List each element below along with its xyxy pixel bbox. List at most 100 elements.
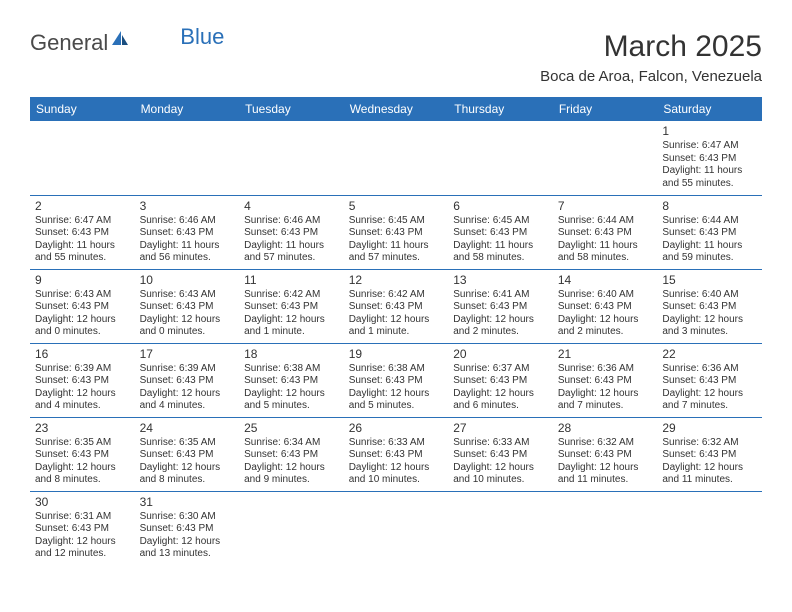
calendar-cell: 4Sunrise: 6:46 AMSunset: 6:43 PMDaylight… <box>239 195 344 269</box>
calendar-cell: 26Sunrise: 6:33 AMSunset: 6:43 PMDayligh… <box>344 417 449 491</box>
calendar-cell: 9Sunrise: 6:43 AMSunset: 6:43 PMDaylight… <box>30 269 135 343</box>
sunrise-text: Sunrise: 6:32 AM <box>662 437 757 450</box>
calendar-cell: 10Sunrise: 6:43 AMSunset: 6:43 PMDayligh… <box>135 269 240 343</box>
sunset-text: Sunset: 6:43 PM <box>453 301 548 314</box>
sunset-text: Sunset: 6:43 PM <box>349 227 444 240</box>
calendar-cell: 18Sunrise: 6:38 AMSunset: 6:43 PMDayligh… <box>239 343 344 417</box>
sunset-text: Sunset: 6:43 PM <box>140 227 235 240</box>
day-number: 22 <box>662 347 757 362</box>
sunset-text: Sunset: 6:43 PM <box>662 153 757 166</box>
calendar-cell <box>553 491 658 565</box>
daylight-text: Daylight: 11 hours and 56 minutes. <box>140 240 235 265</box>
calendar-cell: 30Sunrise: 6:31 AMSunset: 6:43 PMDayligh… <box>30 491 135 565</box>
calendar-cell: 29Sunrise: 6:32 AMSunset: 6:43 PMDayligh… <box>657 417 762 491</box>
day-number: 28 <box>558 421 653 436</box>
calendar-cell: 28Sunrise: 6:32 AMSunset: 6:43 PMDayligh… <box>553 417 658 491</box>
calendar-cell: 7Sunrise: 6:44 AMSunset: 6:43 PMDaylight… <box>553 195 658 269</box>
calendar-cell <box>344 491 449 565</box>
sunset-text: Sunset: 6:43 PM <box>453 227 548 240</box>
sunrise-text: Sunrise: 6:33 AM <box>349 437 444 450</box>
col-tuesday: Tuesday <box>239 97 344 121</box>
calendar-cell: 19Sunrise: 6:38 AMSunset: 6:43 PMDayligh… <box>344 343 449 417</box>
sunrise-text: Sunrise: 6:40 AM <box>662 289 757 302</box>
day-number: 7 <box>558 199 653 214</box>
sunset-text: Sunset: 6:43 PM <box>349 375 444 388</box>
day-number: 5 <box>349 199 444 214</box>
sunset-text: Sunset: 6:43 PM <box>244 227 339 240</box>
daylight-text: Daylight: 12 hours and 9 minutes. <box>244 462 339 487</box>
sunset-text: Sunset: 6:43 PM <box>662 301 757 314</box>
sunset-text: Sunset: 6:43 PM <box>244 449 339 462</box>
sunrise-text: Sunrise: 6:39 AM <box>35 363 130 376</box>
calendar-cell <box>448 121 553 195</box>
sunrise-text: Sunrise: 6:36 AM <box>662 363 757 376</box>
sunrise-text: Sunrise: 6:38 AM <box>244 363 339 376</box>
daylight-text: Daylight: 12 hours and 11 minutes. <box>662 462 757 487</box>
sunrise-text: Sunrise: 6:45 AM <box>349 215 444 228</box>
daylight-text: Daylight: 12 hours and 4 minutes. <box>140 388 235 413</box>
col-sunday: Sunday <box>30 97 135 121</box>
calendar-row: 2Sunrise: 6:47 AMSunset: 6:43 PMDaylight… <box>30 195 762 269</box>
daylight-text: Daylight: 11 hours and 59 minutes. <box>662 240 757 265</box>
day-number: 23 <box>35 421 130 436</box>
calendar-cell <box>135 121 240 195</box>
sunrise-text: Sunrise: 6:41 AM <box>453 289 548 302</box>
sunset-text: Sunset: 6:43 PM <box>244 301 339 314</box>
calendar-cell: 21Sunrise: 6:36 AMSunset: 6:43 PMDayligh… <box>553 343 658 417</box>
day-number: 11 <box>244 273 339 288</box>
sunset-text: Sunset: 6:43 PM <box>35 449 130 462</box>
sunset-text: Sunset: 6:43 PM <box>140 449 235 462</box>
sunrise-text: Sunrise: 6:30 AM <box>140 511 235 524</box>
sunset-text: Sunset: 6:43 PM <box>35 227 130 240</box>
calendar-cell <box>239 121 344 195</box>
sunrise-text: Sunrise: 6:44 AM <box>662 215 757 228</box>
sunrise-text: Sunrise: 6:44 AM <box>558 215 653 228</box>
daylight-text: Daylight: 11 hours and 57 minutes. <box>349 240 444 265</box>
calendar-cell <box>448 491 553 565</box>
day-number: 24 <box>140 421 235 436</box>
calendar-row: 9Sunrise: 6:43 AMSunset: 6:43 PMDaylight… <box>30 269 762 343</box>
sunset-text: Sunset: 6:43 PM <box>662 227 757 240</box>
sunrise-text: Sunrise: 6:35 AM <box>35 437 130 450</box>
day-number: 2 <box>35 199 130 214</box>
daylight-text: Daylight: 12 hours and 7 minutes. <box>662 388 757 413</box>
sunrise-text: Sunrise: 6:42 AM <box>349 289 444 302</box>
day-number: 25 <box>244 421 339 436</box>
sunrise-text: Sunrise: 6:31 AM <box>35 511 130 524</box>
daylight-text: Daylight: 12 hours and 6 minutes. <box>453 388 548 413</box>
sunrise-text: Sunrise: 6:36 AM <box>558 363 653 376</box>
day-number: 19 <box>349 347 444 362</box>
daylight-text: Daylight: 12 hours and 10 minutes. <box>453 462 548 487</box>
brand-general: General <box>30 30 108 56</box>
calendar-cell: 17Sunrise: 6:39 AMSunset: 6:43 PMDayligh… <box>135 343 240 417</box>
calendar-cell <box>239 491 344 565</box>
sunrise-text: Sunrise: 6:38 AM <box>349 363 444 376</box>
calendar-cell: 6Sunrise: 6:45 AMSunset: 6:43 PMDaylight… <box>448 195 553 269</box>
calendar-body: 1Sunrise: 6:47 AMSunset: 6:43 PMDaylight… <box>30 121 762 565</box>
calendar-cell: 31Sunrise: 6:30 AMSunset: 6:43 PMDayligh… <box>135 491 240 565</box>
calendar-table: Sunday Monday Tuesday Wednesday Thursday… <box>30 97 762 565</box>
calendar-cell: 3Sunrise: 6:46 AMSunset: 6:43 PMDaylight… <box>135 195 240 269</box>
sunrise-text: Sunrise: 6:46 AM <box>244 215 339 228</box>
col-monday: Monday <box>135 97 240 121</box>
sunset-text: Sunset: 6:43 PM <box>140 375 235 388</box>
calendar-header-row: Sunday Monday Tuesday Wednesday Thursday… <box>30 97 762 121</box>
day-number: 1 <box>662 124 757 139</box>
calendar-cell: 23Sunrise: 6:35 AMSunset: 6:43 PMDayligh… <box>30 417 135 491</box>
sunset-text: Sunset: 6:43 PM <box>140 301 235 314</box>
daylight-text: Daylight: 12 hours and 2 minutes. <box>453 314 548 339</box>
sunrise-text: Sunrise: 6:35 AM <box>140 437 235 450</box>
daylight-text: Daylight: 12 hours and 0 minutes. <box>35 314 130 339</box>
calendar-cell: 11Sunrise: 6:42 AMSunset: 6:43 PMDayligh… <box>239 269 344 343</box>
daylight-text: Daylight: 12 hours and 1 minute. <box>244 314 339 339</box>
col-thursday: Thursday <box>448 97 553 121</box>
day-number: 12 <box>349 273 444 288</box>
sunset-text: Sunset: 6:43 PM <box>244 375 339 388</box>
month-title: March 2025 <box>540 30 762 64</box>
calendar-cell: 8Sunrise: 6:44 AMSunset: 6:43 PMDaylight… <box>657 195 762 269</box>
calendar-cell: 22Sunrise: 6:36 AMSunset: 6:43 PMDayligh… <box>657 343 762 417</box>
sunset-text: Sunset: 6:43 PM <box>35 375 130 388</box>
day-number: 26 <box>349 421 444 436</box>
daylight-text: Daylight: 11 hours and 58 minutes. <box>453 240 548 265</box>
sunset-text: Sunset: 6:43 PM <box>558 227 653 240</box>
